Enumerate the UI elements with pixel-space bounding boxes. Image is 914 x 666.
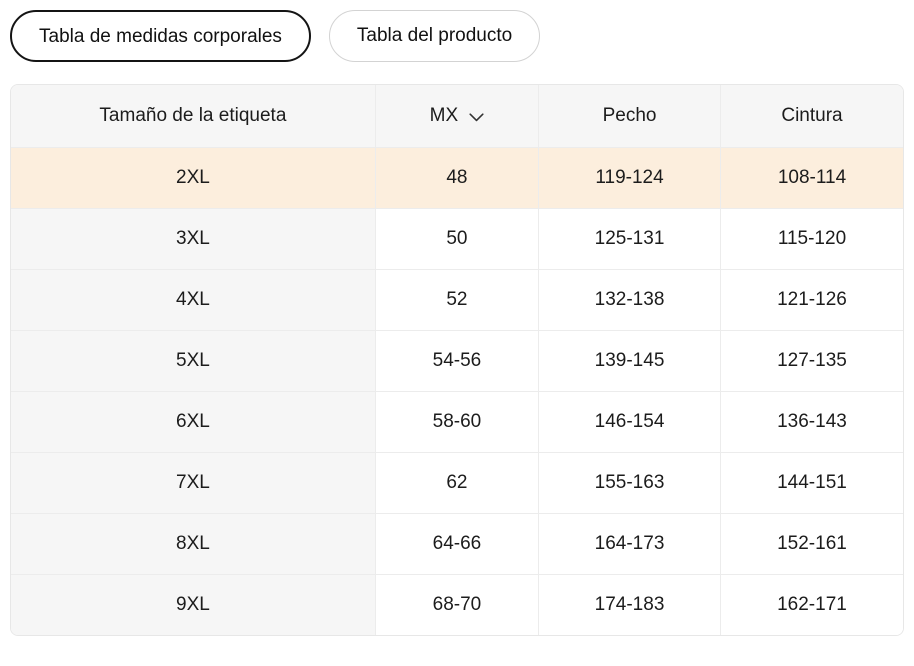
size-chart-table: Tamaño de la etiqueta MX Pecho Cintura 2… — [10, 84, 904, 636]
table-row-2xl: 2XL 48 119-124 108-114 — [11, 147, 903, 208]
waist-value: 162-171 — [721, 575, 903, 635]
table-row-7xl: 7XL 62 155-163 144-151 — [11, 452, 903, 513]
chest-value: 174-183 — [539, 575, 721, 635]
table-row-8xl: 8XL 64-66 164-173 152-161 — [11, 513, 903, 574]
unit-value: 50 — [375, 209, 540, 269]
waist-value: 108-114 — [721, 148, 903, 208]
chevron-down-icon — [469, 112, 484, 122]
size-label: 7XL — [11, 453, 376, 513]
chest-value: 139-145 — [539, 331, 721, 391]
unit-value: 54-56 — [375, 331, 540, 391]
unit-value: 64-66 — [375, 514, 540, 574]
size-label: 8XL — [11, 514, 376, 574]
size-label: 5XL — [11, 331, 376, 391]
waist-value: 136-143 — [721, 392, 903, 452]
waist-value: 115-120 — [721, 209, 903, 269]
table-row-9xl: 9XL 68-70 174-183 162-171 — [11, 574, 903, 635]
column-header-chest: Pecho — [539, 85, 721, 147]
waist-value: 127-135 — [721, 331, 903, 391]
unit-value: 52 — [375, 270, 540, 330]
chest-value: 146-154 — [539, 392, 721, 452]
size-chart-tabs: Tabla de medidas corporales Tabla del pr… — [10, 10, 904, 62]
chest-value: 125-131 — [539, 209, 721, 269]
waist-value: 121-126 — [721, 270, 903, 330]
size-label: 2XL — [11, 148, 376, 208]
size-label: 4XL — [11, 270, 376, 330]
unit-selector-value: MX — [429, 105, 459, 126]
size-label: 9XL — [11, 575, 376, 635]
size-label: 3XL — [11, 209, 376, 269]
table-row-6xl: 6XL 58-60 146-154 136-143 — [11, 391, 903, 452]
tab-body-measurements[interactable]: Tabla de medidas corporales — [10, 10, 311, 62]
unit-selector[interactable]: MX — [375, 85, 540, 147]
table-row-3xl: 3XL 50 125-131 115-120 — [11, 208, 903, 269]
unit-value: 48 — [375, 148, 540, 208]
size-label: 6XL — [11, 392, 376, 452]
table-header-row: Tamaño de la etiqueta MX Pecho Cintura — [11, 85, 903, 147]
table-row-5xl: 5XL 54-56 139-145 127-135 — [11, 330, 903, 391]
chest-value: 164-173 — [539, 514, 721, 574]
unit-value: 62 — [375, 453, 540, 513]
chest-value: 155-163 — [539, 453, 721, 513]
unit-value: 68-70 — [375, 575, 540, 635]
waist-value: 144-151 — [721, 453, 903, 513]
chest-value: 119-124 — [539, 148, 721, 208]
chest-value: 132-138 — [539, 270, 721, 330]
unit-value: 58-60 — [375, 392, 540, 452]
waist-value: 152-161 — [721, 514, 903, 574]
column-header-label-size: Tamaño de la etiqueta — [11, 85, 376, 147]
tab-product-measurements[interactable]: Tabla del producto — [328, 10, 541, 62]
table-row-4xl: 4XL 52 132-138 121-126 — [11, 269, 903, 330]
column-header-waist: Cintura — [721, 85, 903, 147]
